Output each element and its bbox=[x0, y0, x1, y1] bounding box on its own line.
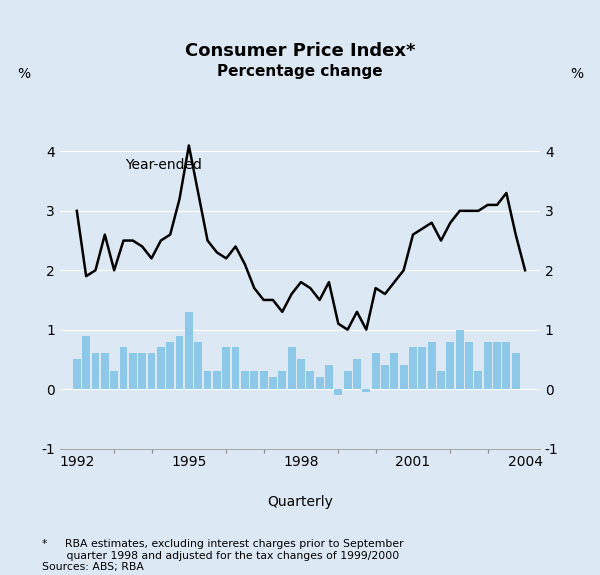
Bar bbox=[166, 342, 174, 389]
Bar bbox=[381, 365, 389, 389]
Bar bbox=[269, 377, 277, 389]
Bar bbox=[344, 371, 352, 389]
Bar bbox=[428, 342, 436, 389]
Bar bbox=[185, 312, 193, 389]
Bar bbox=[176, 336, 184, 389]
Bar bbox=[101, 354, 109, 389]
Text: %: % bbox=[17, 67, 30, 81]
Bar bbox=[437, 371, 445, 389]
Bar bbox=[119, 347, 127, 389]
Bar bbox=[493, 342, 501, 389]
Bar bbox=[110, 371, 118, 389]
Text: Percentage change: Percentage change bbox=[217, 64, 383, 79]
Bar bbox=[194, 342, 202, 389]
Bar bbox=[325, 365, 333, 389]
Bar bbox=[362, 389, 370, 392]
Bar bbox=[297, 359, 305, 389]
Bar bbox=[316, 377, 323, 389]
Bar bbox=[278, 371, 286, 389]
Bar bbox=[446, 342, 454, 389]
Bar bbox=[334, 389, 342, 395]
Bar bbox=[475, 371, 482, 389]
Bar bbox=[418, 347, 426, 389]
Bar bbox=[232, 347, 239, 389]
Bar bbox=[409, 347, 417, 389]
Bar bbox=[484, 342, 491, 389]
Bar bbox=[353, 359, 361, 389]
Bar bbox=[138, 354, 146, 389]
Bar bbox=[129, 354, 137, 389]
Bar bbox=[148, 354, 155, 389]
Text: %: % bbox=[570, 67, 583, 81]
Bar bbox=[512, 354, 520, 389]
Bar bbox=[82, 336, 90, 389]
Bar bbox=[307, 371, 314, 389]
Bar bbox=[456, 329, 464, 389]
Bar bbox=[372, 354, 380, 389]
Bar bbox=[92, 354, 100, 389]
Bar bbox=[73, 359, 81, 389]
Bar bbox=[241, 371, 249, 389]
Bar bbox=[223, 347, 230, 389]
Bar bbox=[260, 371, 268, 389]
Text: Year-ended: Year-ended bbox=[125, 158, 202, 172]
Text: *     RBA estimates, excluding interest charges prior to September
       quarte: * RBA estimates, excluding interest char… bbox=[42, 539, 404, 572]
Bar bbox=[400, 365, 407, 389]
Bar bbox=[203, 371, 211, 389]
Bar bbox=[213, 371, 221, 389]
Bar bbox=[250, 371, 258, 389]
Text: Consumer Price Index*: Consumer Price Index* bbox=[185, 43, 415, 60]
Bar bbox=[465, 342, 473, 389]
Bar bbox=[391, 354, 398, 389]
Bar bbox=[157, 347, 165, 389]
Text: Quarterly: Quarterly bbox=[267, 495, 333, 509]
Bar bbox=[502, 342, 511, 389]
Bar bbox=[287, 347, 296, 389]
